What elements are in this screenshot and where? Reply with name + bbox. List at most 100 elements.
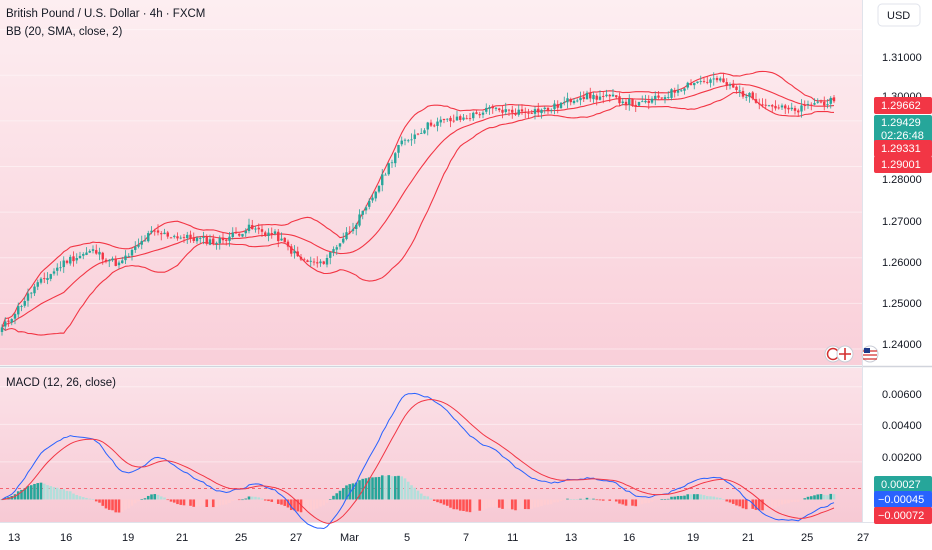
macd-histogram-bar — [481, 499, 485, 511]
candle — [738, 85, 741, 97]
candle — [514, 108, 517, 116]
macd-histogram-bar — [549, 499, 553, 505]
us-flag-icon[interactable] — [861, 345, 879, 363]
macd-histogram-bar — [790, 499, 794, 503]
candle — [494, 106, 498, 112]
macd-histogram-bar — [575, 499, 579, 500]
candle — [277, 229, 280, 248]
macd-histogram-bar — [205, 499, 209, 507]
macd-histogram-bar — [419, 493, 423, 500]
macd-title[interactable]: MACD (12, 26, close) — [6, 377, 116, 389]
candle — [156, 224, 160, 236]
candle — [605, 89, 608, 98]
candle — [260, 225, 264, 237]
candle — [299, 253, 303, 261]
candle — [511, 105, 514, 119]
price-tag-countdown: 02:26:48 — [881, 130, 924, 142]
time-tick: 16 — [623, 532, 635, 544]
candle — [559, 101, 563, 110]
macd-histogram-bar — [556, 499, 560, 503]
candle — [803, 100, 806, 111]
candle — [355, 222, 358, 236]
macd-histogram-bar — [231, 499, 235, 501]
symbol-title[interactable]: British Pound / U.S. Dollar · 4h · FXCM — [6, 8, 205, 20]
candle — [377, 185, 381, 194]
candle — [455, 110, 459, 121]
candle — [797, 108, 800, 117]
indicator-title[interactable]: BB (20, SMA, close, 2) — [6, 26, 122, 38]
candle — [637, 101, 641, 106]
macd-histogram-bar — [270, 499, 274, 502]
candle — [85, 247, 88, 256]
macd-histogram-bar — [335, 493, 339, 500]
macd-histogram-bar — [436, 499, 439, 503]
candle — [371, 194, 374, 203]
candle — [631, 98, 634, 107]
candle — [478, 111, 481, 119]
candle — [806, 100, 810, 109]
candle — [468, 112, 472, 122]
candle — [407, 138, 410, 143]
currency-button[interactable]: USD — [877, 3, 921, 27]
candle — [556, 100, 559, 114]
candle — [283, 237, 286, 243]
macd-histogram-bar — [579, 498, 582, 500]
candle — [208, 234, 212, 246]
candle — [322, 260, 325, 265]
macd-histogram-bar — [455, 499, 459, 510]
macd-histogram-bar — [748, 499, 751, 509]
candle — [254, 225, 257, 233]
candle — [702, 77, 706, 84]
macd-histogram-bar — [777, 499, 781, 507]
candle — [728, 82, 732, 90]
candle — [813, 98, 816, 106]
candle — [218, 235, 221, 250]
candle — [576, 98, 579, 103]
candle — [49, 273, 52, 282]
candle — [69, 254, 72, 266]
macd-histogram-bar — [705, 496, 709, 500]
macd-histogram-bar — [49, 486, 53, 500]
time-axis-labels[interactable]: 13 16 19 21 25 27 Mar 5 7 11 13 16 19 21… — [8, 532, 869, 544]
macd-axis-ticks[interactable]: 0.00600 0.00400 0.00200 — [882, 389, 922, 464]
candle — [267, 228, 270, 242]
candle — [231, 227, 234, 240]
macd-histogram-bar — [309, 499, 313, 511]
currency-flags-icon[interactable] — [824, 345, 854, 363]
candle — [7, 318, 10, 327]
macd-histogram-bar — [813, 495, 816, 500]
macd-tag-histogram-label: 0.00027 — [881, 479, 921, 491]
macd-histogram-bar — [163, 497, 166, 500]
macd-histogram-bar — [263, 499, 267, 501]
candle — [423, 128, 426, 135]
price-axis-background — [862, 0, 932, 522]
macd-histogram-bar — [306, 499, 309, 512]
candle — [319, 259, 322, 267]
macd-histogram-bar — [559, 499, 563, 502]
candle — [234, 227, 238, 234]
candle — [88, 249, 91, 254]
macd-histogram-bar — [501, 499, 504, 509]
macd-histogram-bar — [81, 497, 85, 500]
candle — [39, 277, 43, 285]
macd-histogram-bar — [676, 496, 680, 500]
time-tick: 11 — [507, 532, 518, 544]
macd-histogram-bar — [478, 499, 482, 511]
time-tick: 19 — [687, 532, 699, 544]
candle — [238, 233, 241, 237]
candle — [351, 222, 355, 234]
candle — [140, 235, 143, 250]
candle — [374, 190, 377, 202]
macd-histogram-bar — [627, 499, 631, 505]
macd-histogram-bar — [358, 480, 361, 500]
macd-histogram-bar — [757, 499, 761, 511]
candle — [390, 159, 394, 168]
candle — [475, 110, 478, 115]
macd-histogram-bar — [351, 483, 355, 500]
macd-histogram-bar — [829, 493, 833, 500]
price-tick: 1.24000 — [882, 339, 922, 351]
macd-histogram-bar — [36, 483, 40, 500]
macd-histogram-bar — [624, 499, 628, 506]
macd-histogram-bar — [85, 497, 88, 500]
macd-histogram-bar — [738, 499, 742, 507]
